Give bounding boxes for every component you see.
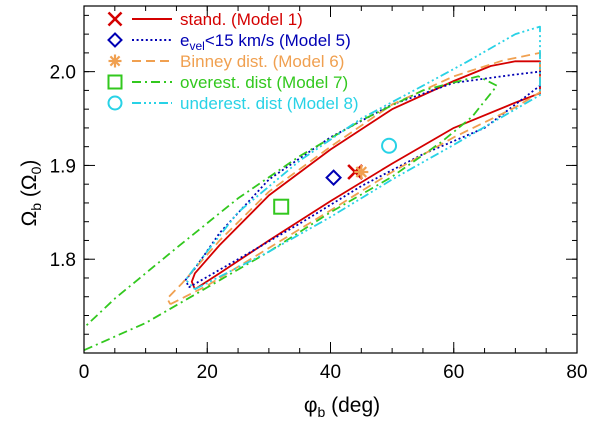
legend: stand. (Model 1) evel<15 km/s (Model 5)Bi… — [107, 10, 359, 113]
legend-entry: evel<15 km/s (Model 5) — [107, 31, 351, 53]
legend-label: overest. dist (Model 7) — [180, 73, 348, 92]
marker-diamond — [325, 169, 342, 187]
contour-line — [184, 70, 541, 289]
x-tick-label: 80 — [566, 362, 587, 383]
ticks: 0 20 40 60 80 1.8 1.9 2.0 — [50, 6, 588, 383]
y-axis-symbol: Ω — [18, 211, 41, 227]
legend-entry: stand. (Model 1) — [107, 10, 303, 29]
legend-entry: underest. dist (Model 8) — [107, 94, 359, 113]
marker-diamond — [107, 32, 123, 48]
y-axis-unit-close: ) — [18, 160, 41, 167]
contour-line — [166, 52, 541, 306]
x-axis-subscript: b — [317, 404, 325, 420]
y-tick-label: 1.8 — [50, 250, 76, 271]
x-tick-label: 0 — [79, 362, 90, 383]
y-axis-unit-subscript: 0 — [28, 166, 44, 174]
legend-label: Binney dist. (Model 6) — [180, 52, 344, 71]
y-axis-label: Ωb (Ω0) — [18, 160, 44, 227]
marker-x — [107, 11, 123, 27]
y-axis-subscript: b — [28, 203, 44, 211]
legend-label: underest. dist (Model 8) — [180, 94, 359, 113]
marker-circle — [381, 137, 398, 154]
x-axis-symbol: φ — [304, 394, 318, 417]
y-tick-label: 2.0 — [50, 63, 76, 84]
marker-square — [273, 198, 290, 215]
marker-asterisk — [354, 164, 369, 179]
contour-layer — [83, 25, 541, 352]
x-axis-unit: (deg) — [325, 394, 380, 417]
x-tick-label: 20 — [197, 362, 218, 383]
y-axis-unit-open: (Ω — [18, 174, 41, 203]
legend-entry: Binney dist. (Model 6) — [108, 52, 344, 71]
legend-label: evel<15 km/s (Model 5) — [180, 31, 351, 53]
contour-line — [83, 75, 498, 352]
contour-line — [184, 25, 541, 291]
x-tick-label: 60 — [443, 362, 464, 383]
best-fit-markers — [273, 137, 398, 215]
y-tick-label: 1.9 — [50, 156, 76, 177]
legend-label: stand. (Model 1) — [180, 10, 303, 29]
marker-circle — [107, 95, 123, 111]
legend-entry: overest. dist (Model 7) — [107, 73, 348, 92]
x-axis-label: φb (deg) — [304, 394, 380, 420]
x-tick-label: 40 — [320, 362, 341, 383]
contour-line — [190, 60, 541, 290]
marker-asterisk — [108, 54, 122, 68]
marker-square — [107, 74, 123, 90]
